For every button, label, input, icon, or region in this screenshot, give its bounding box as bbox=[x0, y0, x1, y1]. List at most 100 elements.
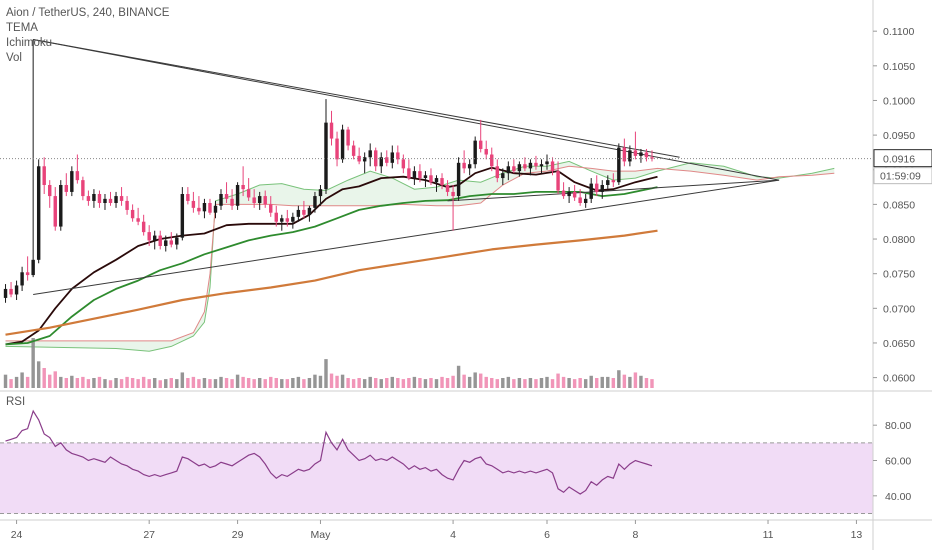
rsi-label[interactable]: RSI bbox=[6, 396, 26, 408]
candle[interactable] bbox=[197, 196, 201, 215]
candle[interactable] bbox=[512, 159, 516, 174]
candle[interactable] bbox=[108, 191, 113, 206]
candle[interactable] bbox=[191, 191, 196, 213]
candle[interactable] bbox=[440, 173, 444, 190]
candle[interactable] bbox=[583, 194, 588, 208]
candle[interactable] bbox=[545, 154, 549, 170]
candle[interactable] bbox=[257, 191, 262, 210]
candle[interactable] bbox=[528, 159, 533, 176]
candle[interactable] bbox=[379, 152, 383, 174]
candle[interactable] bbox=[246, 178, 251, 201]
candle[interactable] bbox=[501, 168, 505, 185]
candle[interactable] bbox=[572, 184, 577, 201]
candle[interactable] bbox=[241, 166, 245, 197]
candle[interactable] bbox=[53, 187, 57, 231]
candle[interactable] bbox=[130, 204, 135, 222]
candle[interactable] bbox=[434, 175, 439, 192]
candle[interactable] bbox=[318, 184, 323, 206]
candle[interactable] bbox=[462, 150, 466, 174]
candle[interactable] bbox=[578, 189, 582, 206]
candle[interactable] bbox=[252, 189, 256, 208]
candle[interactable] bbox=[351, 140, 356, 160]
candle[interactable] bbox=[25, 256, 30, 281]
symbol-title[interactable]: Aion / TetherUS, 240, BINANCE bbox=[6, 7, 170, 19]
candle[interactable] bbox=[263, 190, 267, 208]
candle[interactable] bbox=[633, 131, 638, 160]
candle[interactable] bbox=[595, 175, 599, 197]
candle[interactable] bbox=[136, 207, 140, 226]
candle[interactable] bbox=[180, 187, 185, 241]
indicator-vol[interactable]: Vol bbox=[6, 52, 22, 64]
candle[interactable] bbox=[81, 176, 85, 201]
candle[interactable] bbox=[374, 147, 378, 172]
candle[interactable] bbox=[70, 166, 74, 197]
candle[interactable] bbox=[202, 198, 207, 219]
candle[interactable] bbox=[125, 196, 129, 215]
trendline[interactable] bbox=[447, 179, 780, 202]
candle[interactable] bbox=[467, 159, 472, 176]
candle[interactable] bbox=[147, 225, 151, 246]
candle[interactable] bbox=[64, 173, 69, 197]
trendline[interactable] bbox=[33, 39, 680, 158]
candle[interactable] bbox=[423, 171, 428, 188]
candle[interactable] bbox=[539, 159, 544, 174]
candle[interactable] bbox=[550, 157, 555, 176]
candle[interactable] bbox=[103, 194, 107, 210]
candle[interactable] bbox=[644, 148, 649, 162]
candle[interactable] bbox=[484, 140, 488, 160]
candle[interactable] bbox=[302, 200, 306, 219]
candle[interactable] bbox=[291, 212, 295, 229]
candle[interactable] bbox=[119, 187, 124, 206]
candle[interactable] bbox=[396, 145, 400, 165]
candle[interactable] bbox=[36, 159, 41, 264]
candle[interactable] bbox=[307, 205, 312, 222]
candle[interactable] bbox=[478, 119, 483, 153]
trendline[interactable] bbox=[33, 39, 780, 181]
candle[interactable] bbox=[141, 214, 146, 236]
candle[interactable] bbox=[561, 182, 566, 199]
indicator-tema[interactable]: TEMA bbox=[6, 22, 38, 34]
candle[interactable] bbox=[418, 164, 422, 183]
candle[interactable] bbox=[600, 180, 604, 199]
candle[interactable] bbox=[390, 145, 395, 169]
candle[interactable] bbox=[622, 138, 627, 167]
candle[interactable] bbox=[75, 154, 80, 184]
candle[interactable] bbox=[20, 266, 24, 291]
candle[interactable] bbox=[230, 189, 234, 210]
candle[interactable] bbox=[42, 157, 46, 194]
candle[interactable] bbox=[589, 178, 593, 204]
candlesticks[interactable] bbox=[3, 39, 654, 303]
candle[interactable] bbox=[152, 230, 157, 250]
candle[interactable] bbox=[606, 175, 610, 190]
candle[interactable] bbox=[523, 157, 527, 172]
candle[interactable] bbox=[362, 152, 367, 174]
candle[interactable] bbox=[280, 214, 284, 231]
candle[interactable] bbox=[224, 182, 229, 204]
candle[interactable] bbox=[368, 143, 372, 167]
candle[interactable] bbox=[628, 145, 632, 167]
candle[interactable] bbox=[490, 147, 494, 172]
candle[interactable] bbox=[407, 159, 411, 181]
candle[interactable] bbox=[164, 235, 168, 252]
candle[interactable] bbox=[329, 110, 334, 146]
candle[interactable] bbox=[175, 233, 179, 250]
candle[interactable] bbox=[14, 280, 19, 301]
candle[interactable] bbox=[324, 99, 328, 194]
candle[interactable] bbox=[9, 281, 13, 298]
candle[interactable] bbox=[219, 189, 223, 210]
candle[interactable] bbox=[473, 136, 477, 169]
candle[interactable] bbox=[269, 196, 273, 217]
candle[interactable] bbox=[567, 187, 571, 204]
candle[interactable] bbox=[186, 187, 190, 205]
candle[interactable] bbox=[340, 124, 345, 163]
candle[interactable] bbox=[401, 154, 406, 174]
candle[interactable] bbox=[556, 161, 560, 194]
candle[interactable] bbox=[235, 182, 240, 210]
candle[interactable] bbox=[429, 168, 433, 185]
candle[interactable] bbox=[274, 205, 278, 227]
candle[interactable] bbox=[617, 143, 621, 185]
candle[interactable] bbox=[517, 161, 522, 177]
candle[interactable] bbox=[59, 180, 63, 231]
indicator-ichimoku[interactable]: Ichimoku bbox=[6, 37, 53, 49]
